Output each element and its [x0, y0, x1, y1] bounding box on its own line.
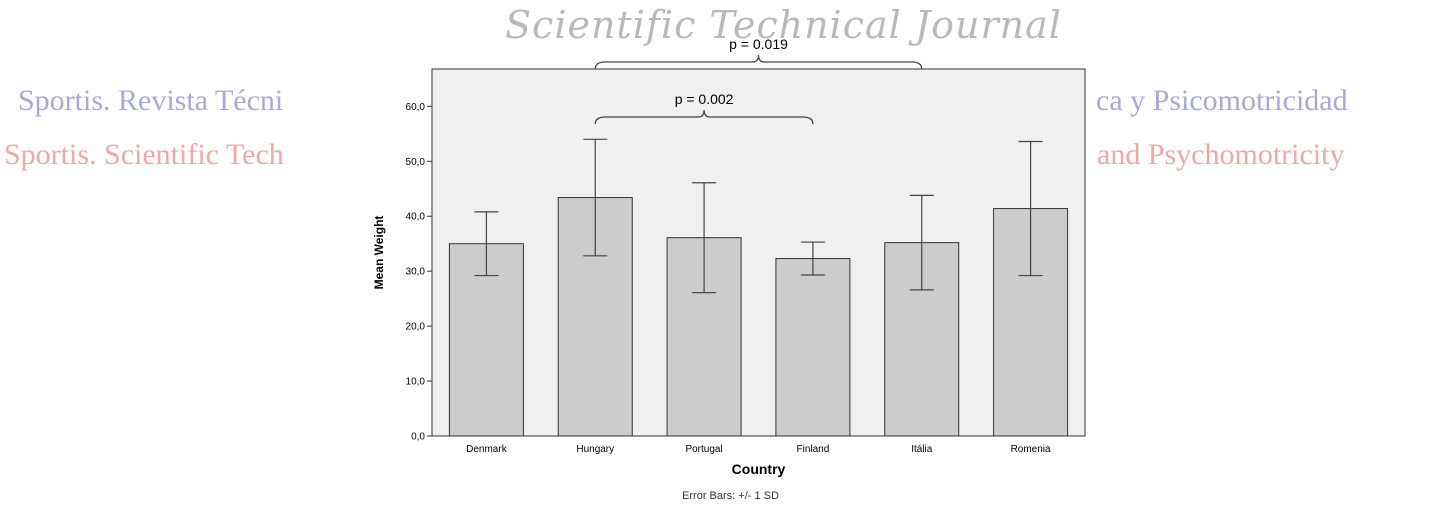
error-bars-group	[474, 138, 1043, 294]
journal-watermark: Scientific Technical Journal	[505, 3, 1062, 47]
significance-annotations: p = 0.019 p = 0.002	[594, 36, 923, 125]
y-tick-label: 20,0	[406, 322, 426, 333]
watermark-english-right: and Psychomotricity	[1097, 138, 1345, 171]
watermark-spanish-left: Sportis. Revista Técni	[18, 84, 284, 117]
x-tick-label: Itália	[911, 444, 933, 455]
x-tick-label: Portugal	[685, 444, 722, 455]
x-tick-label: Finland	[797, 444, 830, 455]
watermark-english-left: Sportis. Scientific Tech	[4, 138, 284, 171]
error-bars-note: Error Bars: +/- 1 SD	[682, 490, 779, 502]
significance-label: p = 0.019	[729, 36, 788, 52]
y-axis-label: Mean Weight	[372, 216, 386, 290]
x-axis-label: Country	[732, 461, 786, 477]
significance-label: p = 0.002	[675, 91, 734, 107]
y-axis: 0,0 10,0 20,0 30,0 40,0 50,0 60,0	[406, 102, 432, 443]
y-tick-label: 30,0	[406, 267, 426, 278]
significance-bracket	[594, 109, 814, 125]
watermark-spanish-right: ca y Psicomotricidad	[1096, 84, 1348, 117]
y-tick-label: 0,0	[411, 432, 425, 443]
x-tick-label: Denmark	[466, 444, 508, 455]
y-tick-label: 40,0	[406, 212, 426, 223]
x-tick-label: Romenia	[1011, 444, 1051, 455]
x-axis: Denmark Hungary Portugal Finland Itália Romen…	[466, 444, 1051, 455]
plot-area	[431, 68, 1086, 437]
y-tick-label: 60,0	[406, 102, 426, 113]
y-tick-label: 10,0	[406, 377, 426, 388]
x-tick-label: Hungary	[576, 444, 614, 455]
y-tick-label: 50,0	[406, 157, 426, 168]
bar	[775, 258, 851, 437]
significance-bracket	[594, 54, 923, 70]
